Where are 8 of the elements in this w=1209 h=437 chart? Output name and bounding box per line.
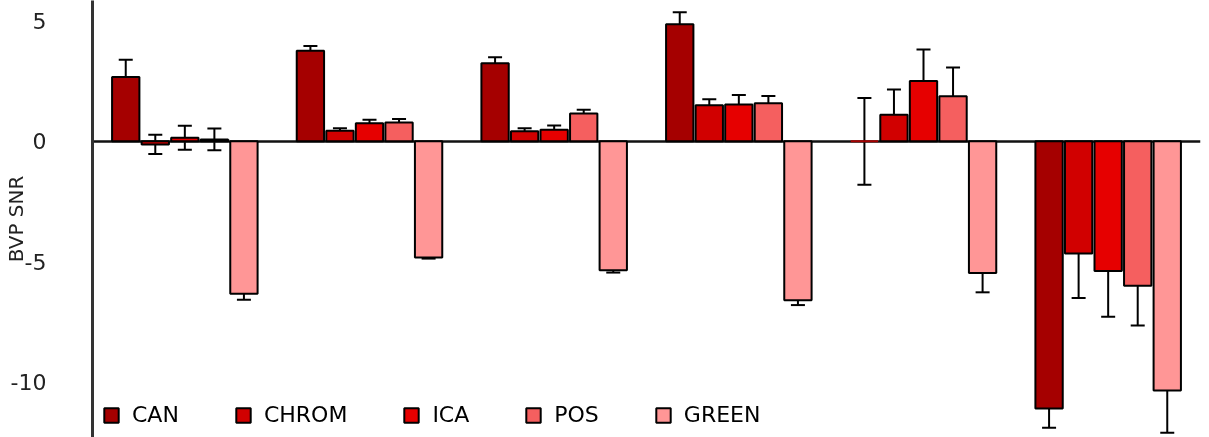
legend-label: ICA xyxy=(432,402,470,427)
legend-label: CHROM xyxy=(263,402,348,427)
y-tick-label: 0 xyxy=(32,129,47,155)
y-tick-label: 5 xyxy=(32,8,47,34)
legend-label: GREEN xyxy=(683,402,761,427)
y-tick-label: -10 xyxy=(10,370,47,396)
legend-label: POS xyxy=(554,402,599,427)
legend-label: CAN xyxy=(132,402,179,427)
